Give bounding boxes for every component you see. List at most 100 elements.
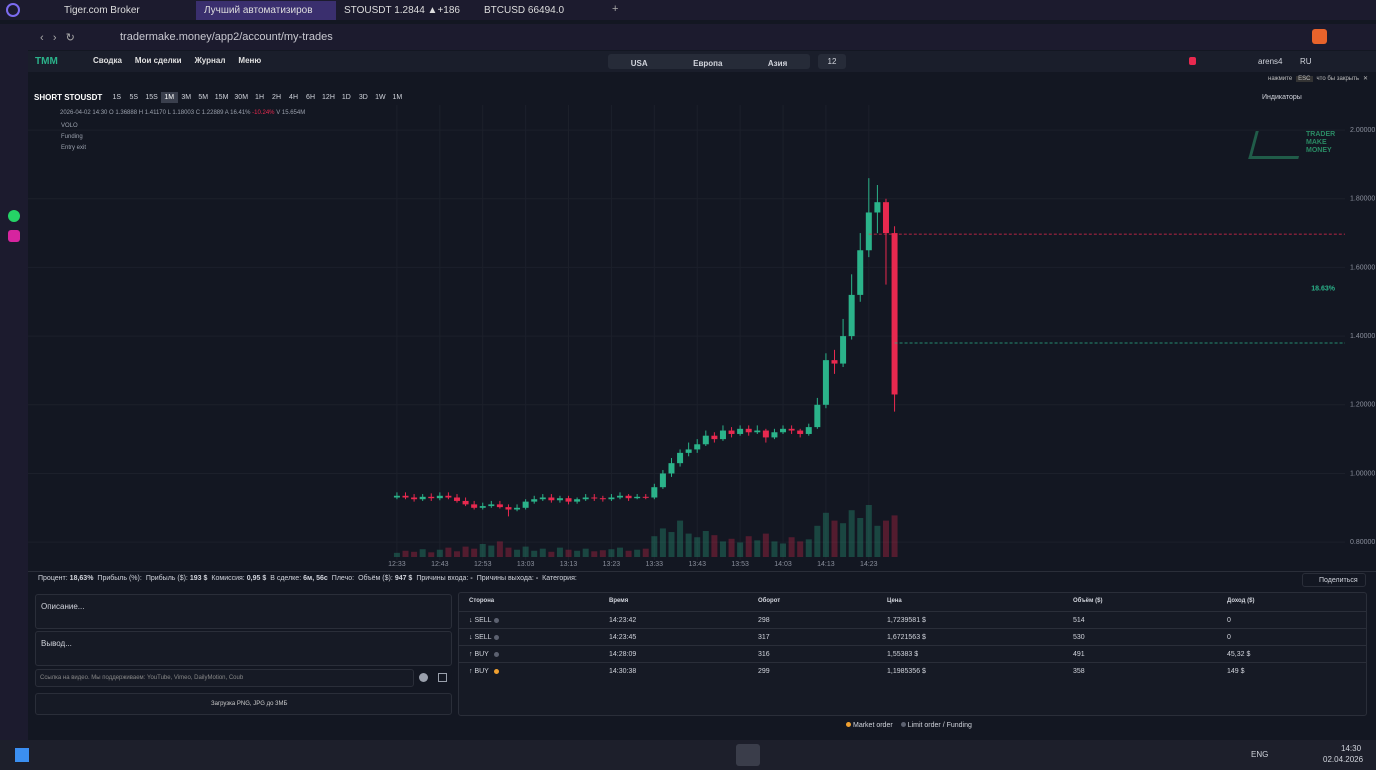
tab[interactable]: BTCUSD 66494.0 — [484, 4, 565, 16]
watermark-word: TRADER — [1306, 131, 1336, 138]
column-header: Цена — [887, 598, 902, 604]
timeframe[interactable]: 3M — [181, 94, 192, 101]
market[interactable]: Европа — [693, 58, 723, 68]
cell: ↓ SELL — [469, 634, 492, 641]
candle-body — [505, 507, 512, 510]
timeframe[interactable]: 12H — [322, 94, 335, 101]
timeframe[interactable]: 15S — [145, 94, 158, 101]
lang[interactable]: RU — [1300, 57, 1312, 66]
timeframe[interactable]: 15M — [214, 94, 229, 101]
timeframe[interactable]: 1M — [160, 92, 178, 103]
timeframe-bar: SHORT STOUSDT 1S 5S 15S 1M 3M 5M 15M 30M 1H 2H 4H 6… — [34, 92, 406, 103]
description-box[interactable]: Описание... — [35, 594, 452, 629]
volume-legend: V 15.654M — [276, 110, 306, 116]
candle-body — [462, 500, 469, 505]
whatsapp-icon[interactable] — [8, 210, 20, 222]
indicators[interactable]: Индикаторы — [1262, 94, 1302, 101]
legend-dot — [900, 722, 906, 727]
watermark-word: MONEY — [1306, 147, 1332, 154]
tab[interactable]: STOUSDT 1.2844 ▲+186 — [344, 4, 460, 16]
timeframe[interactable]: 4H — [289, 94, 298, 101]
start-button[interactable] — [15, 748, 29, 762]
app-header: TMM Сводка Мои сделки Журнал Меню USA Европа… — [28, 51, 1376, 72]
input-lang[interactable]: ENG — [1251, 750, 1269, 759]
clock[interactable]: 14:30 — [1341, 744, 1362, 753]
new-tab[interactable]: + — [612, 3, 619, 15]
volume-bar — [831, 520, 838, 557]
timeframe[interactable]: 30M — [234, 94, 249, 101]
trades-table: Сторона Время Оборот Цена Объём ($) Доход ($)… — [458, 592, 1367, 716]
upload-box[interactable]: Загрузка PNG, JPG до 3МБ — [35, 693, 452, 715]
volume-bar — [522, 546, 529, 557]
volume-bar — [591, 551, 598, 557]
row-divider — [459, 662, 1366, 663]
volume-bar — [797, 541, 804, 557]
x-tick-label: 13:53 — [731, 561, 749, 568]
order-dot — [494, 635, 499, 640]
conclusion-box[interactable]: Вывод... — [35, 631, 452, 666]
url[interactable]: tradermake.money/app2/account/my-trades — [120, 31, 333, 43]
candle-body — [737, 428, 744, 434]
user[interactable]: arens4 — [1258, 57, 1283, 66]
bell[interactable] — [1189, 57, 1196, 65]
legend-item: Market order — [846, 722, 893, 729]
date[interactable]: 02.04.2026 — [1323, 755, 1364, 764]
close[interactable]: ✕ — [1362, 76, 1369, 82]
volume-bar — [582, 548, 589, 557]
timeframe[interactable]: 1W — [375, 94, 386, 101]
nav-item[interactable]: Журнал — [194, 56, 226, 65]
volume-bar — [565, 549, 572, 557]
legend-dot — [846, 722, 851, 727]
market[interactable]: USA — [630, 58, 648, 68]
sidebar — [0, 50, 28, 740]
timeframe[interactable]: 6H — [306, 94, 315, 101]
opera-task[interactable] — [736, 744, 760, 766]
nav-item[interactable]: Меню — [238, 56, 262, 65]
stat-value: 18,63% — [69, 575, 94, 582]
volume-bar — [436, 549, 443, 557]
timeframe[interactable]: 1M — [392, 94, 403, 101]
share-button[interactable]: Поделиться — [1302, 573, 1366, 587]
x-tick-label: 13:43 — [688, 561, 706, 568]
volume-bar — [822, 512, 829, 557]
volume-bar — [848, 510, 855, 557]
nav-item[interactable]: Сводка — [93, 56, 122, 65]
instagram-icon[interactable] — [8, 230, 20, 242]
candle-body — [788, 428, 795, 431]
volume-bar — [479, 544, 486, 557]
extension-icon[interactable] — [1312, 29, 1327, 44]
candle-body — [488, 504, 495, 507]
cell: 1,1985356 $ — [887, 668, 926, 675]
candle-body — [719, 430, 726, 440]
nav-item[interactable]: Мои сделки — [134, 56, 182, 65]
open-link[interactable] — [438, 673, 447, 682]
market-sessions: USA Европа Азия — [608, 54, 810, 69]
timeframe[interactable]: 3D — [358, 94, 368, 101]
timeframe[interactable]: 5M — [198, 94, 209, 101]
play-button[interactable] — [419, 673, 428, 682]
tab[interactable]: Лучший автоматизиров — [196, 0, 336, 20]
volume-bar — [891, 515, 898, 557]
candle-body — [797, 430, 804, 434]
volume-bar — [574, 550, 581, 557]
market[interactable]: Азия — [767, 58, 788, 68]
candle-body — [711, 435, 718, 440]
timeframe[interactable]: 1S — [112, 94, 122, 101]
timeframe[interactable]: 5S — [129, 94, 139, 101]
volume-bar — [556, 547, 563, 557]
order-dot — [494, 669, 499, 674]
timeframe[interactable]: 1D — [341, 94, 351, 101]
nav-buttons[interactable]: ‹ › ↻ — [40, 32, 75, 44]
cell: 14:23:42 — [609, 617, 637, 624]
volume-bar — [771, 541, 778, 557]
timeframe[interactable]: 1H — [255, 94, 264, 101]
timeframe[interactable]: 2H — [272, 94, 281, 101]
x-tick-label: 14:23 — [860, 561, 878, 568]
candle-body — [531, 499, 538, 502]
tab[interactable]: Tiger.com Broker — [64, 4, 140, 16]
video-input[interactable]: Ссылка на видео. Мы поддерживаем: YouTub… — [35, 669, 414, 687]
stat-label: Прибыль (%): — [97, 575, 142, 582]
candle-body — [393, 495, 400, 498]
volume-bar — [762, 533, 769, 557]
